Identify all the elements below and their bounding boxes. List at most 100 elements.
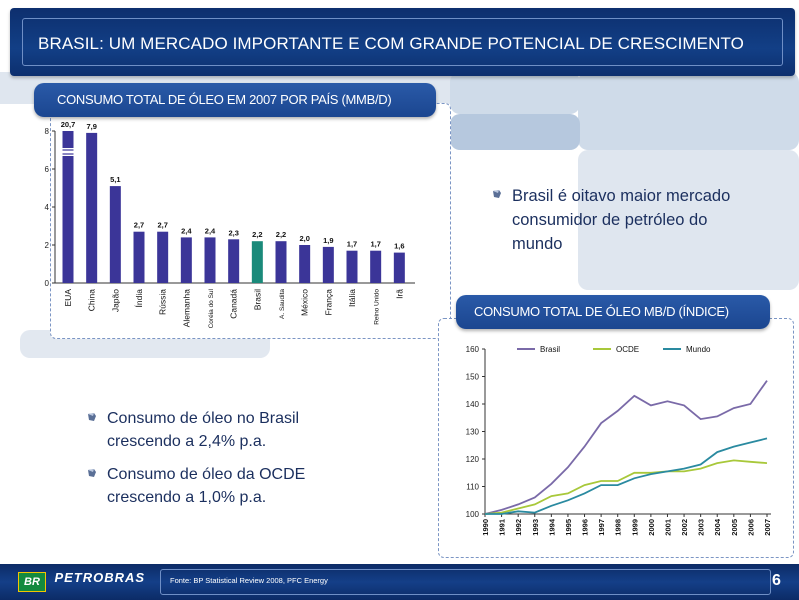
series-line-brasil [484, 380, 768, 515]
petrobras-logo: BR PETROBRAS [18, 570, 144, 592]
footer-bar: BR PETROBRAS Fonte: BP Statistical Revie… [0, 564, 799, 600]
data-label: 2,4 [181, 226, 192, 235]
data-label: 2,7 [134, 221, 144, 230]
title-bar: BRASIL: UM MERCADO IMPORTANTE E COM GRAN… [10, 8, 795, 76]
bar [251, 241, 263, 283]
category-label: Alemanha [181, 289, 191, 328]
axis-break [61, 148, 75, 156]
category-label: Reino Unido [374, 289, 381, 325]
x-tick-label: 1991 [498, 519, 507, 536]
data-label: 2,2 [276, 230, 286, 239]
data-label: 7,9 [86, 122, 96, 131]
legend-label: Mundo [686, 345, 711, 354]
y-tick-label: 100 [466, 510, 480, 519]
x-tick-label: 2005 [730, 519, 739, 536]
x-tick-label: 1992 [514, 519, 523, 536]
category-label: Brasil [252, 289, 262, 310]
y-tick-label: 150 [466, 373, 480, 382]
right-bullet: Brasil é oitavo maior mercado consumidor… [493, 184, 742, 256]
data-label: 2,0 [299, 234, 309, 243]
bar [299, 245, 311, 283]
category-label: Japão [110, 289, 120, 312]
bar [370, 250, 382, 283]
category-label: Itália [347, 289, 357, 307]
bullet-icon [493, 190, 501, 198]
x-tick-label: 2003 [697, 519, 706, 536]
left-bullet-1: Consumo de óleo no Brasil crescendo a 2,… [88, 407, 347, 453]
y-tick-label: 6 [45, 165, 50, 174]
data-label: 2,2 [252, 230, 262, 239]
bar [228, 239, 240, 283]
y-tick-label: 110 [466, 483, 479, 492]
left-bullet-2: Consumo de óleo da OCDE crescendo a 1,0%… [88, 463, 347, 509]
data-label: 2,3 [228, 228, 238, 237]
x-tick-label: 2001 [663, 519, 672, 536]
data-label: 1,7 [370, 240, 380, 249]
line-chart: 100 110 120 130 140 150 160 1990 1991 1992 1993 199… [466, 345, 772, 536]
bar [204, 237, 216, 283]
bar-chart-heading: CONSUMO TOTAL DE ÓLEO EM 2007 POR PAÍS (… [34, 83, 436, 117]
bar [62, 131, 74, 283]
line-chart-heading: CONSUMO TOTAL DE ÓLEO MB/D (ÍNDICE) [456, 295, 770, 329]
legend-label: Brasil [540, 345, 560, 354]
category-label: China [87, 289, 97, 311]
bar-chart: 0 2 4 6 8 20,7 EUA 7,9 China 5,1 Japão 2,7 Índia 2,7 R… [45, 120, 415, 328]
line-chart-title: CONSUMO TOTAL DE ÓLEO MB/D (ÍNDICE) [474, 304, 729, 319]
bar [180, 237, 192, 283]
x-tick-label: 1990 [481, 519, 490, 536]
x-tick-label: 2006 [746, 519, 755, 536]
y-tick-label: 120 [466, 455, 480, 464]
slide-title: BRASIL: UM MERCADO IMPORTANTE E COM GRAN… [38, 34, 744, 53]
br-logo-icon: BR [18, 572, 46, 592]
legend-label: OCDE [616, 345, 639, 354]
x-tick-label: 2004 [713, 518, 722, 536]
category-label: Índia [134, 289, 144, 308]
petrobras-logo-text: PETROBRAS [54, 570, 146, 585]
data-label: 5,1 [110, 175, 120, 184]
y-tick-label: 160 [466, 345, 480, 354]
category-label: Irã [394, 289, 404, 299]
x-tick-label: 1999 [630, 519, 639, 536]
bar [275, 241, 287, 283]
data-label: 1,9 [323, 236, 333, 245]
x-tick-label: 1998 [614, 519, 623, 536]
background-block [450, 114, 580, 150]
left-bullet-1-text: Consumo de óleo no Brasil crescendo a 2,… [107, 410, 300, 450]
bar-chart-title: CONSUMO TOTAL DE ÓLEO EM 2007 POR PAÍS (… [57, 92, 392, 107]
y-tick-label: 0 [45, 279, 50, 288]
bar [322, 246, 334, 283]
y-tick-label: 4 [45, 203, 50, 212]
bullet-icon [88, 469, 96, 477]
data-label: 20,7 [61, 120, 76, 129]
background-block [578, 72, 799, 150]
series-line-ocde [484, 459, 768, 515]
data-label: 2,7 [157, 221, 167, 230]
line-chart-panel [438, 318, 794, 558]
x-tick-label: 2002 [680, 519, 689, 536]
page-number: 6 [772, 572, 781, 589]
y-tick-label: 140 [466, 400, 480, 409]
category-label: Canadá [229, 289, 239, 319]
category-label: México [300, 289, 310, 316]
data-label: 1,6 [394, 242, 404, 251]
bar [133, 231, 145, 283]
data-label: 1,7 [347, 240, 357, 249]
bar [109, 186, 121, 283]
bar [393, 252, 405, 283]
y-tick-label: 8 [45, 127, 50, 136]
bullet-icon [88, 413, 96, 421]
series-line-mundo [485, 437, 768, 515]
left-bullet-2-text: Consumo de óleo da OCDE crescendo a 1,0%… [107, 466, 306, 506]
x-tick-label: 1995 [564, 519, 573, 536]
x-tick-label: 1993 [531, 519, 540, 536]
category-label: EUA [63, 289, 73, 307]
data-label: 2,4 [205, 226, 216, 235]
category-label: Coréia do Sul [208, 288, 215, 328]
bar [346, 250, 358, 283]
x-tick-label: 2000 [647, 519, 656, 536]
right-bullet-text: Brasil é oitavo maior mercado consumidor… [512, 187, 731, 253]
x-tick-label: 1997 [597, 519, 606, 536]
background-block [578, 150, 799, 290]
category-label: A. Saudita [279, 289, 286, 319]
category-label: Rússia [158, 289, 168, 315]
